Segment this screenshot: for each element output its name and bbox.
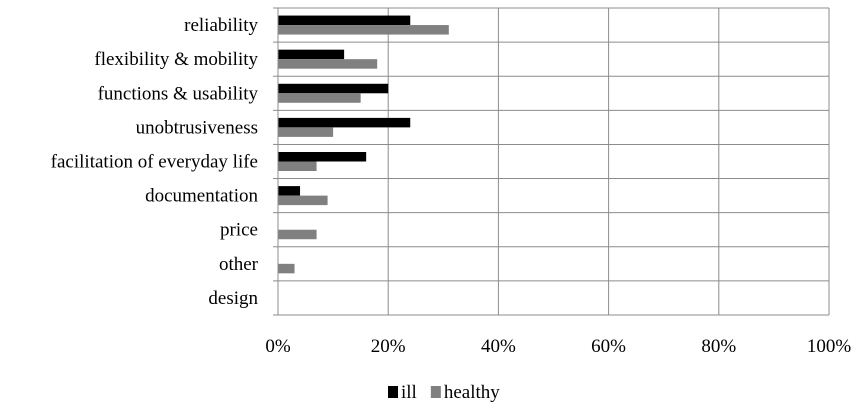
- category-label-design: design: [208, 288, 258, 309]
- legend-swatch-healthy: [430, 386, 441, 398]
- x-tick-label-60: 60%: [591, 336, 626, 357]
- legend-label-healthy: healthy: [444, 382, 500, 403]
- category-label-unobtrusiveness: unobtrusiveness: [136, 117, 258, 138]
- legend-swatch-ill: [388, 386, 398, 398]
- x-tick-label-40: 40%: [481, 336, 516, 357]
- category-label-price: price: [220, 220, 258, 241]
- bar-healthy-reliability: [278, 25, 449, 35]
- category-label-reliability: reliability: [184, 15, 258, 36]
- bar-healthy-functions-and-usability: [278, 93, 361, 103]
- x-tick-label-20: 20%: [371, 336, 406, 357]
- bar-ill-documentation: [278, 186, 301, 196]
- bars: [278, 15, 449, 274]
- bar-healthy-flexibility-and-mobility: [278, 59, 378, 69]
- x-tick-label-80: 80%: [701, 336, 736, 357]
- category-label-facilitation-of-everyday-life: facilitation of everyday life: [51, 152, 258, 173]
- bar-healthy-other: [278, 263, 295, 274]
- category-label-other: other: [219, 254, 259, 275]
- legend-label-ill: ill: [401, 382, 417, 403]
- bar-ill-functions-and-usability: [278, 83, 389, 94]
- tick-labels: 0% 20% 40% 60% 80% 100%: [265, 336, 851, 357]
- bar-healthy-facilitation-of-everyday-life: [278, 161, 317, 171]
- category-label-flexibility-and-mobility: flexibility & mobility: [94, 49, 258, 70]
- category-label-documentation: documentation: [145, 186, 258, 207]
- category-label-functions-and-usability: functions & usability: [98, 83, 259, 104]
- category-labels: reliability flexibility & mobility functio…: [51, 15, 259, 309]
- x-tick-label-100: 100%: [807, 336, 852, 357]
- axes: [273, 7, 279, 316]
- bar-healthy-documentation: [278, 195, 328, 206]
- legend: ill healthy: [388, 382, 500, 403]
- x-tick-label-0: 0%: [265, 336, 291, 357]
- bar-healthy-unobtrusiveness: [278, 127, 334, 137]
- bar-ill-flexibility-and-mobility: [278, 49, 345, 60]
- bar-healthy-price: [278, 229, 317, 240]
- bar-ill-reliability: [278, 15, 411, 26]
- bar-ill-unobtrusiveness: [278, 117, 411, 128]
- bar-ill-facilitation-of-everyday-life: [278, 152, 367, 162]
